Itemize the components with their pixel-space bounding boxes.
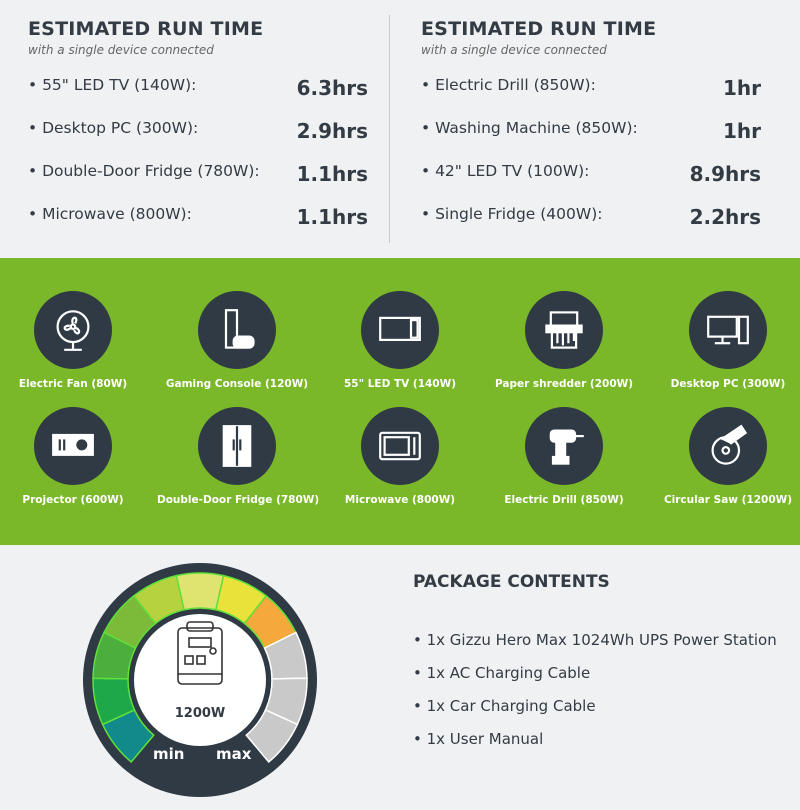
drill-icon <box>549 429 584 465</box>
runtime-right: ESTIMATED RUN TIME with a single device … <box>421 18 761 229</box>
device-name: 55" LED TV (140W) <box>343 378 456 390</box>
desktop-pc-icon <box>707 315 749 345</box>
device-icon-circle <box>34 407 112 485</box>
microwave-icon <box>379 431 421 461</box>
fridge-icon <box>222 425 252 467</box>
device-tile: Desktop PC (300W) <box>648 291 800 390</box>
device-tile: Electric Fan (80W) <box>0 291 153 390</box>
gauge-center-disc <box>134 614 266 746</box>
device-tile: Electric Drill (850W) <box>484 407 644 506</box>
power-gauge <box>83 563 317 797</box>
row-value: 8.9hrs <box>689 162 761 186</box>
row-value: 1.1hrs <box>296 162 368 186</box>
package-title: PACKAGE CONTENTS <box>413 572 610 592</box>
gauge-min-label: min <box>153 745 185 763</box>
row-label: • Electric Drill (850W): <box>421 76 596 94</box>
runtime-row: • 42" LED TV (100W): 8.9hrs <box>421 162 761 186</box>
device-icon-circle <box>689 291 767 369</box>
runtime-left: ESTIMATED RUN TIME with a single device … <box>28 18 368 229</box>
runtime-row: • Single Fridge (400W): 2.2hrs <box>421 205 761 229</box>
circular-saw-icon <box>711 424 748 465</box>
row-value: 1hr <box>722 76 761 100</box>
runtime-row: • Desktop PC (300W): 2.9hrs <box>28 119 368 143</box>
fan-icon <box>56 310 90 351</box>
device-name: Electric Fan (80W) <box>18 378 128 390</box>
tv-icon <box>379 316 421 341</box>
device-tile: Circular Saw (1200W) <box>648 407 800 506</box>
row-value: 6.3hrs <box>296 76 368 100</box>
device-tile: Projector (600W) <box>0 407 153 506</box>
row-value: 1hr <box>722 119 761 143</box>
device-icon-circle <box>198 291 276 369</box>
runtime-title: ESTIMATED RUN TIME <box>28 18 264 40</box>
gauge-center: 1200W <box>130 620 270 721</box>
package-item: • 1x AC Charging Cable <box>413 664 591 682</box>
runtime-row: • Double-Door Fridge (780W): 1.1hrs <box>28 162 368 186</box>
console-icon <box>224 309 255 349</box>
device-tile: Paper shredder (200W) <box>484 291 644 390</box>
devices-band: Electric Fan (80W) Gaming Console (120W) 5… <box>0 258 800 545</box>
row-label: • Single Fridge (400W): <box>421 205 603 223</box>
gauge-center-label: 1200W <box>174 706 226 721</box>
runtime-row: • Microwave (800W): 1.1hrs <box>28 205 368 229</box>
divider <box>389 15 390 243</box>
runtime-row: • Electric Drill (850W): 1hr <box>421 76 761 100</box>
device-icon-circle <box>361 291 439 369</box>
device-tile: Gaming Console (120W) <box>157 291 317 390</box>
package-item: • 1x Car Charging Cable <box>413 697 596 715</box>
device-tile: Microwave (800W) <box>320 407 480 506</box>
power-station-icon <box>177 621 223 685</box>
device-tile: 55" LED TV (140W) <box>320 291 480 390</box>
device-icon-circle <box>34 291 112 369</box>
package-item: • 1x Gizzu Hero Max 1024Wh UPS Power Sta… <box>413 631 777 649</box>
row-label: • Microwave (800W): <box>28 205 192 223</box>
device-name: Electric Drill (850W) <box>504 494 624 506</box>
row-label: • 55" LED TV (140W): <box>28 76 197 94</box>
device-icon-circle <box>689 407 767 485</box>
row-label: • Double-Door Fridge (780W): <box>28 162 260 180</box>
device-name: Circular Saw (1200W) <box>663 494 793 506</box>
runtime-title: ESTIMATED RUN TIME <box>421 18 657 40</box>
runtime-subtitle: with a single device connected <box>28 43 214 57</box>
gauge-max-label: max <box>216 745 252 763</box>
package-item: • 1x User Manual <box>413 730 544 748</box>
device-icon-circle <box>198 407 276 485</box>
row-value: 2.2hrs <box>689 205 761 229</box>
runtime-row: • 55" LED TV (140W): 6.3hrs <box>28 76 368 100</box>
device-name: Microwave (800W) <box>344 494 456 506</box>
device-name: Desktop PC (300W) <box>670 378 786 390</box>
row-label: • Washing Machine (850W): <box>421 119 638 137</box>
device-name: Paper shredder (200W) <box>494 378 634 390</box>
device-name: Gaming Console (120W) <box>165 378 309 390</box>
device-icon-circle <box>525 291 603 369</box>
package-contents: PACKAGE CONTENTS • 1x Gizzu Hero Max 102… <box>413 572 777 748</box>
gauge-segment <box>245 708 299 764</box>
device-icon-circle <box>525 407 603 485</box>
row-value: 1.1hrs <box>296 205 368 229</box>
runtime-subtitle: with a single device connected <box>421 43 607 57</box>
runtime-row: • Washing Machine (850W): 1hr <box>421 119 761 143</box>
device-name: Double-Door Fridge (780W) <box>157 494 320 506</box>
projector-icon <box>52 433 94 456</box>
device-icon-circle <box>361 407 439 485</box>
row-label: • 42" LED TV (100W): <box>421 162 590 180</box>
device-name: Projector (600W) <box>22 494 124 506</box>
shredder-icon <box>545 311 583 349</box>
row-value: 2.9hrs <box>296 119 368 143</box>
device-tile: Double-Door Fridge (780W) <box>157 407 320 506</box>
row-label: • Desktop PC (300W): <box>28 119 199 137</box>
